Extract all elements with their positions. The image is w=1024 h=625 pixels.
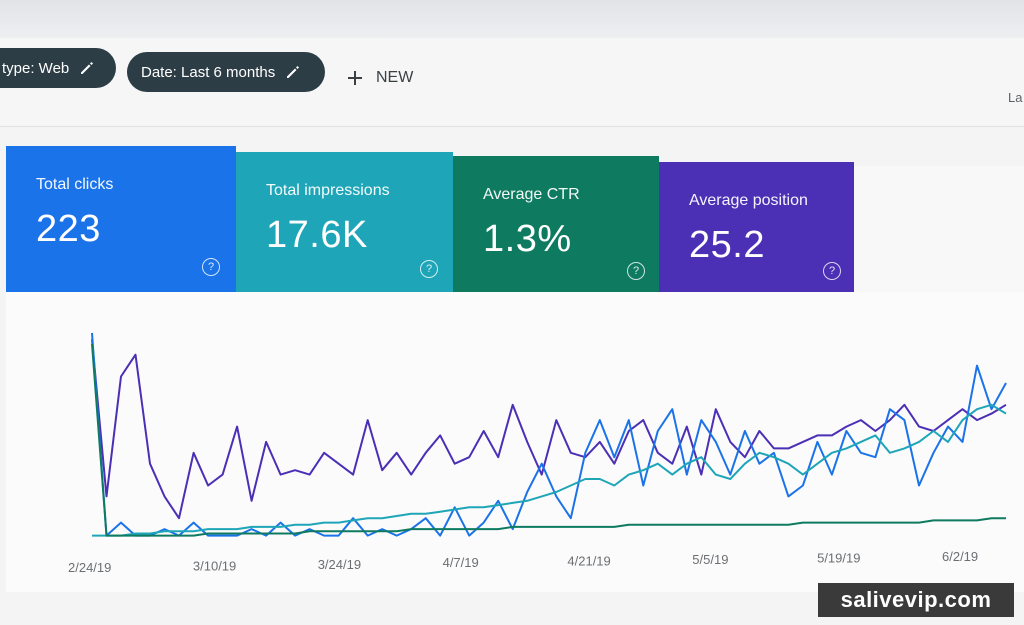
x-tick-label: 2/24/19 <box>68 560 111 575</box>
series-line-2 <box>91 332 1007 537</box>
metric-value: 17.6K <box>266 214 368 256</box>
metric-value: 1.3% <box>483 218 572 260</box>
metric-value: 25.2 <box>689 224 765 266</box>
metric-card-total-impressions[interactable]: Total impressions 17.6K ? <box>236 152 453 294</box>
x-tick-label: 3/24/19 <box>318 557 361 572</box>
x-tick-label: 3/10/19 <box>193 558 236 573</box>
metric-label: Average CTR <box>483 186 580 203</box>
help-icon[interactable]: ? <box>202 258 220 276</box>
metric-card-average-ctr[interactable]: Average CTR 1.3% ? <box>453 156 659 295</box>
new-filter-button[interactable]: NEW <box>346 64 413 92</box>
x-tick-label: 4/21/19 <box>567 554 610 569</box>
performance-line-chart[interactable]: 2/24/19 3/10/19 3/24/19 4/7/19 4/21/19 5/5/19… <box>6 292 1024 592</box>
watermark-text: salivevip.com <box>818 583 1014 617</box>
series-line-1 <box>91 339 1007 520</box>
plus-icon <box>348 71 362 85</box>
performance-chart-panel: 2/24/19 3/10/19 3/24/19 4/7/19 4/21/19 5/5/19… <box>6 292 1024 592</box>
metric-value: 223 <box>36 208 101 250</box>
series-line-4 <box>91 343 1006 537</box>
help-icon[interactable]: ? <box>823 262 841 280</box>
series-line-3 <box>92 403 1007 537</box>
date-filter-label: Date: Last 6 months <box>141 63 276 81</box>
edit-pencil-icon[interactable] <box>79 60 95 76</box>
top-bezel <box>0 0 1024 38</box>
date-filter-chip[interactable]: Date: Last 6 months <box>127 52 325 92</box>
metric-label: Total clicks <box>36 176 114 193</box>
x-tick-label: 5/5/19 <box>692 552 728 567</box>
metric-label: Total impressions <box>266 182 390 199</box>
search-type-filter-label: type: Web <box>2 59 70 77</box>
last-updated-text: La <box>1008 90 1023 105</box>
search-type-filter-chip[interactable]: type: Web <box>0 48 116 88</box>
x-tick-label: 6/2/19 <box>942 549 978 564</box>
metric-label: Average position <box>689 192 808 209</box>
metrics-row-spacer <box>854 166 1024 296</box>
help-icon[interactable]: ? <box>627 262 645 280</box>
edit-pencil-icon[interactable] <box>285 64 301 80</box>
help-icon[interactable]: ? <box>420 260 438 278</box>
x-tick-label: 5/19/19 <box>817 550 860 565</box>
filter-bar: type: Web Date: Last 6 months NEW La <box>0 38 1024 127</box>
new-filter-label: NEW <box>376 69 414 86</box>
x-tick-label: 4/7/19 <box>443 555 479 570</box>
metric-card-average-position[interactable]: Average position 25.2 ? <box>659 162 854 296</box>
metric-card-total-clicks[interactable]: Total clicks 223 ? <box>6 146 236 292</box>
